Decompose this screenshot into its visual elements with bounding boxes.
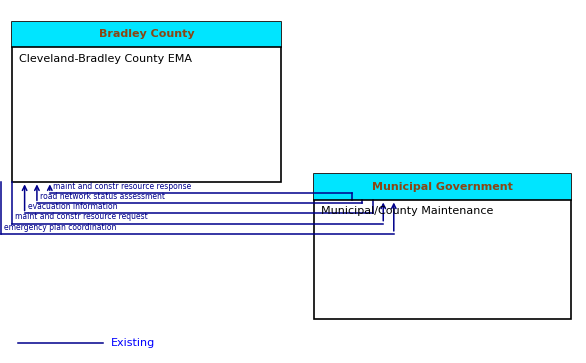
Text: Municipal/County Maintenance: Municipal/County Maintenance [321, 206, 493, 216]
Text: Cleveland-Bradley County EMA: Cleveland-Bradley County EMA [19, 54, 192, 64]
Text: Bradley County: Bradley County [98, 29, 195, 40]
Text: road network status assessment: road network status assessment [40, 192, 165, 201]
Bar [314, 174, 571, 319]
Text: Existing: Existing [111, 338, 156, 348]
Bar [12, 22, 281, 47]
Text: Municipal Government: Municipal Government [372, 182, 513, 192]
Text: maint and constr resource request: maint and constr resource request [15, 212, 148, 221]
Bar [12, 22, 281, 182]
Text: evacuation information: evacuation information [28, 202, 117, 211]
Text: emergency plan coordination: emergency plan coordination [4, 223, 117, 232]
Text: maint and constr resource response: maint and constr resource response [53, 182, 191, 191]
Bar [314, 174, 571, 200]
